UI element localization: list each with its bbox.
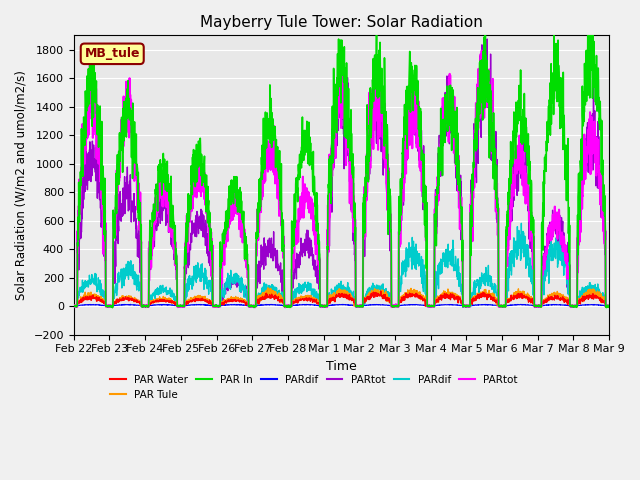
Y-axis label: Solar Radiation (W/m2 and umol/m2/s): Solar Radiation (W/m2 and umol/m2/s) bbox=[15, 70, 28, 300]
Legend: PAR Water, PAR Tule, PAR In, PARdif, PARtot, PARdif, PARtot: PAR Water, PAR Tule, PAR In, PARdif, PAR… bbox=[106, 371, 522, 404]
X-axis label: Time: Time bbox=[326, 360, 357, 373]
Title: Mayberry Tule Tower: Solar Radiation: Mayberry Tule Tower: Solar Radiation bbox=[200, 15, 483, 30]
Text: MB_tule: MB_tule bbox=[84, 48, 140, 60]
